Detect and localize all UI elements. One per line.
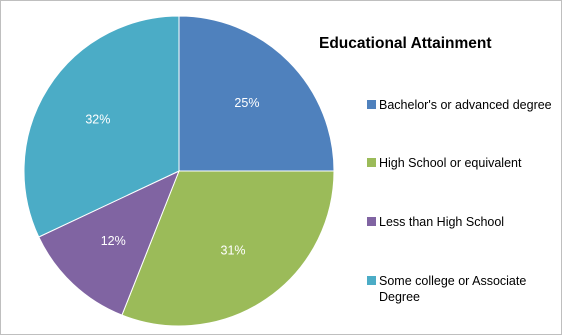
legend-item-high-school: High School or equivalent <box>367 155 554 171</box>
data-label: 32% <box>85 113 110 127</box>
pie-slice-high-school <box>121 170 335 327</box>
legend-item-some-college: Some college or Associate Degree <box>367 273 554 305</box>
data-label: 31% <box>221 243 246 257</box>
legend-swatch <box>367 217 376 226</box>
data-label: 25% <box>234 96 259 110</box>
pie-slice-some-college <box>23 15 180 238</box>
legend-swatch <box>367 276 376 285</box>
legend-label: Less than High School <box>379 215 505 229</box>
legend-item-bachelors: Bachelor's or advanced degree <box>367 97 554 113</box>
legend-swatch <box>367 100 376 109</box>
legend-swatch <box>367 158 376 167</box>
pie-slice-bachelors <box>178 15 335 172</box>
pie-slice-less-than-high-school <box>38 170 180 316</box>
data-label: 12% <box>101 234 126 248</box>
legend-label: High School or equivalent <box>379 156 522 170</box>
legend-label: Some college or Associate Degree <box>379 274 527 304</box>
chart-title: Educational Attainment <box>319 35 492 52</box>
legend-label: Bachelor's or advanced degree <box>379 98 552 112</box>
legend-item-less-than-high-school: Less than High School <box>367 214 554 230</box>
